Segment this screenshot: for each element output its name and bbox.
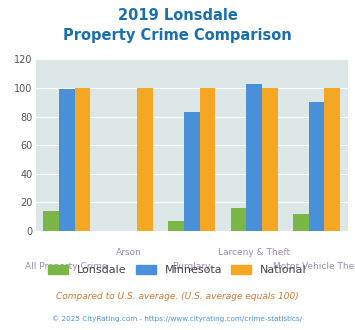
Text: Compared to U.S. average. (U.S. average equals 100): Compared to U.S. average. (U.S. average … (56, 292, 299, 301)
Text: Property Crime Comparison: Property Crime Comparison (63, 28, 292, 43)
Bar (231, 208, 246, 231)
Bar (59, 89, 75, 231)
Bar (324, 88, 340, 231)
Text: Arson: Arson (116, 248, 142, 257)
Bar (309, 102, 324, 231)
Bar (246, 84, 262, 231)
Bar (75, 88, 90, 231)
Bar (262, 88, 278, 231)
Text: Motor Vehicle Theft: Motor Vehicle Theft (273, 262, 355, 271)
Legend: Lonsdale, Minnesota, National: Lonsdale, Minnesota, National (48, 265, 307, 275)
Text: © 2025 CityRating.com - https://www.cityrating.com/crime-statistics/: © 2025 CityRating.com - https://www.city… (53, 315, 302, 322)
Text: Burglary: Burglary (173, 262, 211, 271)
Text: 2019 Lonsdale: 2019 Lonsdale (118, 8, 237, 23)
Bar (137, 88, 153, 231)
Bar (168, 221, 184, 231)
Text: Larceny & Theft: Larceny & Theft (218, 248, 290, 257)
Bar (43, 211, 59, 231)
Text: All Property Crime: All Property Crime (26, 262, 108, 271)
Bar (293, 214, 309, 231)
Bar (184, 112, 200, 231)
Bar (200, 88, 215, 231)
